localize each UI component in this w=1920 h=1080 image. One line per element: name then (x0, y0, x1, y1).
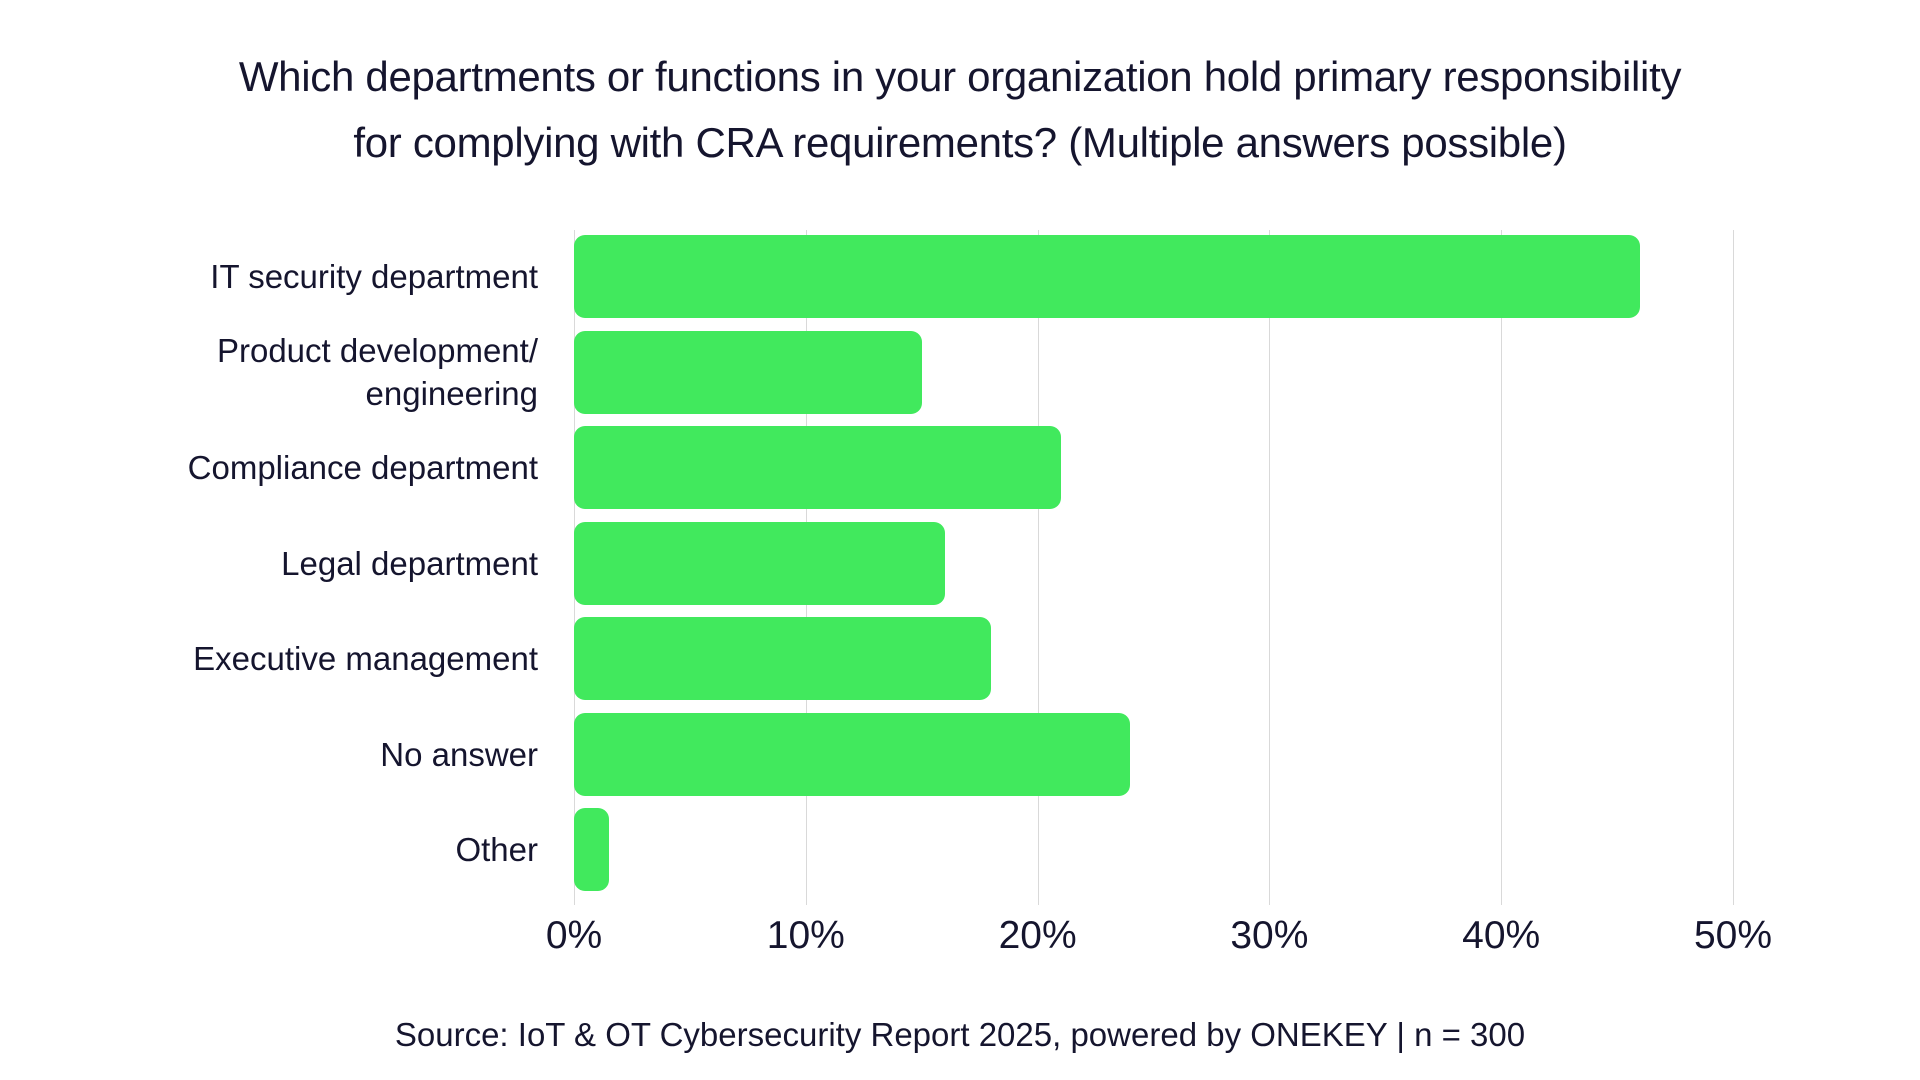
category-label: IT security department (80, 235, 538, 318)
category-label-line: Product development/ (216, 332, 538, 369)
x-tick-label: 40% (1462, 914, 1541, 957)
gridline (1269, 230, 1271, 905)
bar (574, 808, 609, 891)
category-label: Compliance department (80, 426, 538, 509)
bar (574, 712, 1131, 796)
category-label-line: Executive management (193, 640, 538, 677)
category-label: Product development/engineering (80, 331, 538, 414)
bar (574, 521, 945, 605)
x-tick-label: 20% (998, 914, 1077, 957)
category-axis: IT security department Product developmen… (80, 230, 556, 905)
chart-title-line-1: Which departments or functions in your o… (238, 53, 1682, 100)
chart-title-line-2: for complying with CRA requirements? (Mu… (353, 119, 1567, 166)
gridline (1501, 230, 1503, 905)
category-label: Other (80, 808, 538, 891)
category-label-line: Compliance department (187, 449, 538, 486)
bar (574, 235, 1641, 318)
category-label-line: Legal department (281, 544, 538, 582)
category-label: Legal department (80, 522, 538, 605)
x-tick-label: 0% (545, 914, 603, 957)
x-axis: 0% 10% 20% 30% 40% 50% (546, 914, 1772, 964)
category-label-line: IT security department (210, 258, 538, 295)
gridline (1733, 230, 1734, 905)
x-tick-label: 50% (1693, 914, 1773, 957)
category-label-line: No answer (380, 735, 538, 773)
plot-area (574, 230, 1740, 905)
x-tick-label: 10% (766, 914, 845, 957)
x-tick-label: 30% (1230, 914, 1309, 957)
gridline (1037, 230, 1039, 905)
bar (574, 330, 922, 414)
bars-layer (574, 230, 1733, 905)
source-caption: Source: IoT & OT Cybersecurity Report 20… (394, 1016, 1526, 1053)
chart-title: Which departments or functions in your o… (0, 44, 1920, 176)
category-label: No answer (80, 713, 538, 796)
bar (574, 426, 1061, 509)
bar (574, 617, 992, 700)
category-label: Executive management (80, 617, 538, 700)
category-label-line: Other (455, 831, 538, 868)
category-label-line: engineering (365, 375, 538, 412)
